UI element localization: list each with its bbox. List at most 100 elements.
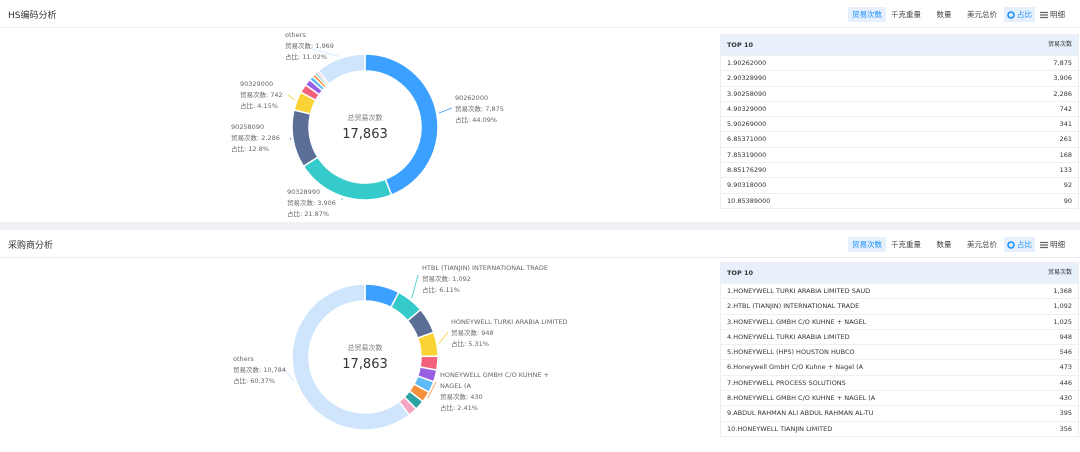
table-header: TOP 10 贸易次数 [721, 263, 1078, 283]
table-cell: 395 [1059, 409, 1072, 418]
view-tab-label: 明细 [1050, 240, 1065, 249]
segment-count: 贸易次数: 1,092 [422, 274, 555, 285]
view-tab[interactable]: 明细 [1037, 7, 1068, 22]
table-cell: 10.85389000 [727, 196, 771, 205]
metric-tab[interactable]: 数量 [936, 240, 952, 249]
table-cell: 2.90328990 [727, 74, 767, 83]
view-tab[interactable]: 占比 [1004, 237, 1035, 252]
share-prefix: 占比: [240, 102, 256, 110]
table-row: 8.85176290 133 [721, 162, 1078, 177]
segment-label: 90328990 贸易次数: 3,906 占比: 21.87% [287, 187, 407, 220]
table-row: 10.85389000 90 [721, 192, 1078, 208]
view-tabs: 占比 明细 [1004, 237, 1068, 252]
segment-count: 贸易次数: 1,969 [285, 41, 405, 52]
share-prefix: 占比: [455, 116, 471, 124]
count-prefix: 贸易次数: [233, 366, 262, 374]
center-value: 17,863 [342, 357, 388, 372]
count-value: 3,906 [317, 199, 336, 207]
segment-share: 占比: 5.31% [451, 339, 581, 350]
table-cell: 3,906 [1053, 74, 1072, 83]
share-prefix: 占比: [422, 286, 438, 294]
table-row: 7.HONEYWELL PROCESS SOLUTIONS 446 [721, 374, 1078, 390]
table-row: 7.85319000 168 [721, 146, 1078, 162]
table-cell: 1,368 [1053, 287, 1072, 295]
table-row: 3.HONEYWELL GMBH C/O KUHNE + NAGEL 1,025 [721, 313, 1078, 329]
segment-share: 占比: 4.15% [240, 101, 360, 112]
donut-segment [317, 53, 366, 85]
table-cell: 8.85176290 [727, 166, 767, 175]
table-row: 10.HONEYWELL TIANJIN LIMITED 356 [721, 420, 1078, 436]
segment-count: 贸易次数: 430 [440, 392, 568, 403]
table-cell: 1.HONEYWELL TURKI ARABIA LIMITED SAUD [727, 287, 871, 295]
table-cell: 7.85319000 [727, 150, 767, 159]
table-cell: 92 [1063, 181, 1072, 190]
table-row: 2.HTBL (TIANJIN) INTERNATIONAL TRADE 1,09… [721, 298, 1078, 313]
pie-icon [1007, 10, 1015, 19]
panel-title: 采购商分析 [8, 241, 54, 251]
segment-label: 90262000 贸易次数: 7,875 占比: 44.09% [455, 93, 575, 126]
share-value: 11.02% [302, 53, 328, 61]
share-prefix: 占比: [285, 53, 301, 61]
table-cell: 133 [1059, 166, 1072, 175]
metric-tab[interactable]: 贸易次数 [848, 7, 886, 22]
table-cell: 546 [1059, 348, 1072, 357]
count-prefix: 贸易次数: [287, 199, 316, 207]
share-prefix: 占比: [233, 377, 249, 385]
metric-tab[interactable]: 美元总价 [967, 10, 997, 19]
count-value: 1,969 [315, 42, 334, 50]
table-cell: 1,092 [1053, 302, 1072, 311]
segment-count: 贸易次数: 742 [240, 90, 360, 101]
leader-line [289, 137, 292, 140]
view-tab-label: 占比 [1017, 10, 1032, 19]
metric-tabs: 贸易次数 千克重量 数量 美元总价 [848, 237, 1001, 252]
segment-share: 占比: 44.09% [455, 115, 575, 126]
table-row: 4.HONEYWELL TURKI ARABIA LIMITED 948 [721, 328, 1078, 344]
view-tab[interactable]: 明细 [1037, 237, 1068, 252]
table-cell: 7,875 [1053, 59, 1072, 67]
panel-title: HS编码分析 [8, 11, 57, 21]
view-tab[interactable]: 占比 [1004, 7, 1035, 22]
count-value: 10,784 [263, 366, 287, 374]
share-value: 12.8% [248, 145, 269, 153]
metric-tab[interactable]: 千克重量 [891, 240, 921, 249]
list-icon [1040, 241, 1048, 248]
segment-label: HTBL (TIANJIN) INTERNATIONAL TRADE 贸易次数: … [422, 263, 555, 296]
table-header: TOP 10 贸易次数 [721, 35, 1078, 55]
table-cell: 948 [1059, 332, 1072, 341]
donut-segment [291, 283, 411, 431]
donut-segment [364, 53, 439, 196]
leader-line [304, 46, 340, 57]
table-cell: 7.HONEYWELL PROCESS SOLUTIONS [727, 378, 846, 387]
count-prefix: 贸易次数: [455, 105, 484, 113]
divider [0, 257, 1080, 258]
metric-tab[interactable]: 千克重量 [891, 10, 921, 19]
segment-name: 90328990 [287, 188, 321, 196]
leader-line [411, 274, 419, 299]
segment-share: 占比: 60.37% [233, 376, 353, 387]
segment-share: 占比: 2.41% [440, 403, 568, 414]
count-prefix: 贸易次数: [240, 91, 269, 99]
share-value: 21.87% [304, 210, 330, 218]
table-cell: 430 [1059, 394, 1072, 403]
leader-line [287, 94, 296, 101]
share-prefix: 占比: [287, 210, 303, 218]
table-cell: 4.90329000 [727, 104, 767, 113]
metric-tab[interactable]: 贸易次数 [848, 237, 886, 252]
table-row: 2.90328990 3,906 [721, 70, 1078, 85]
list-icon [1040, 11, 1048, 18]
leader-line [438, 331, 449, 344]
share-prefix: 占比: [440, 404, 456, 412]
metric-tab[interactable]: 数量 [936, 10, 952, 19]
segment-name: others [285, 31, 306, 39]
table-row: 5.90269000 341 [721, 116, 1078, 131]
view-tab-label: 明细 [1050, 10, 1065, 19]
metric-tab[interactable]: 美元总价 [967, 240, 997, 249]
table-row: 6.Honeywell GmbH C/O Kuhne + Nagel (A 473 [721, 359, 1078, 374]
table-row: 3.90258090 2,286 [721, 85, 1078, 101]
table-cell: 9.ABDUL RAHMAN ALI ABDUL RAHMAN AL-TU [727, 409, 874, 418]
table-row: 1.90262000 7,875 [721, 55, 1078, 70]
top10-table: TOP 10 贸易次数 1.90262000 7,875 2.90328990 3,906… [720, 34, 1079, 209]
leader-line [427, 381, 437, 399]
table-row: 9.90318000 92 [721, 177, 1078, 192]
